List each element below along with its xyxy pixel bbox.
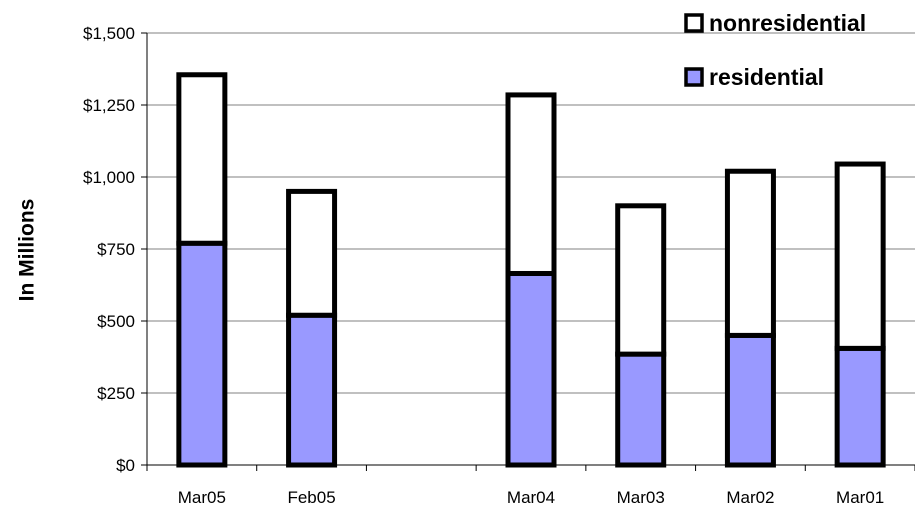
bar-residential: [176, 240, 228, 468]
bar-nonresidential: [286, 188, 338, 318]
y-tick-label: $1,250: [83, 96, 135, 115]
legend-label-nonresidential: nonresidential: [709, 10, 866, 36]
legend: nonresidential residential: [684, 10, 866, 90]
y-tick-label: $1,000: [83, 168, 135, 187]
bar-residential: [724, 332, 776, 468]
x-tick-label: Mar03: [617, 488, 665, 507]
x-tick-label: Mar01: [836, 488, 884, 507]
bar-nonresidential: [834, 161, 886, 351]
x-tick-label: Feb05: [287, 488, 335, 507]
bar-nonresidential: [615, 203, 667, 357]
bar-residential: [615, 351, 667, 468]
y-ticks: $0 $250 $500 $750 $1,000 $1,250 $1,500: [83, 24, 147, 475]
y-tick-label: $0: [116, 456, 135, 475]
legend-swatch-residential: [684, 67, 704, 87]
bar-nonresidential: [176, 72, 228, 246]
x-ticks: Mar05 Feb05 Mar04 Mar03 Mar02 Mar01: [146, 465, 915, 507]
y-tick-label: $250: [97, 384, 135, 403]
x-tick-label: Mar02: [726, 488, 774, 507]
legend-label-residential: residential: [709, 64, 824, 90]
y-axis-label: In Millions: [16, 199, 39, 302]
x-tick-label: Mar05: [178, 488, 226, 507]
y-tick-label: $500: [97, 312, 135, 331]
legend-swatch-nonresidential: [684, 13, 704, 33]
x-tick-label: Mar04: [507, 488, 555, 507]
y-tick-label: $750: [97, 240, 135, 259]
y-tick-label: $1,500: [83, 24, 135, 43]
bar-residential: [286, 312, 338, 468]
bar-nonresidential: [505, 92, 557, 276]
bar-residential: [505, 270, 557, 468]
bars: [176, 72, 886, 468]
bar-residential: [834, 345, 886, 468]
bar-nonresidential: [724, 168, 776, 338]
